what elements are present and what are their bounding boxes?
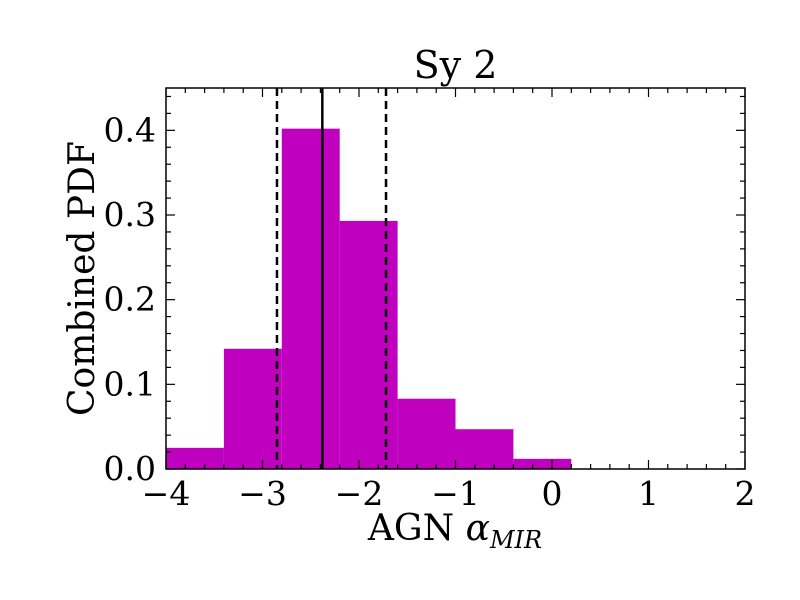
x-tick-label: 0	[542, 474, 563, 513]
chart-title: Sy 2	[414, 43, 498, 87]
histogram-bar	[223, 348, 282, 469]
histogram-bars	[166, 128, 572, 469]
x-tick-labels: −4 −3 −2 −1 0 1 2	[142, 474, 756, 513]
x-axis-label-prefix: AGN	[367, 508, 466, 549]
y-tick-label: 0.1	[104, 364, 156, 403]
histogram-bar	[455, 429, 514, 469]
x-tick-label: −1	[431, 474, 480, 513]
reference-lines	[275, 88, 388, 469]
histogram-bar	[513, 458, 572, 469]
y-axis-label: Combined PDF	[62, 141, 103, 416]
y-tick-label: 0.3	[104, 195, 156, 234]
plot-frame	[165, 87, 746, 470]
x-tick-label: 1	[638, 474, 659, 513]
x-tick-label: 2	[735, 474, 756, 513]
axis-ticks	[165, 88, 746, 470]
y-tick-label: 0.4	[104, 110, 156, 149]
histogram-bar	[281, 128, 340, 469]
x-tick-label: −3	[238, 474, 287, 513]
x-axis-label-subscript: MIR	[489, 526, 542, 554]
histogram-bar	[397, 398, 456, 469]
x-axis-label: AGN αMIR	[367, 508, 542, 554]
y-tick-label: 0.2	[104, 280, 156, 319]
y-tick-labels: 0.0 0.1 0.2 0.3 0.4	[104, 110, 156, 488]
x-tick-label: −2	[335, 474, 384, 513]
histogram-bar	[339, 220, 398, 469]
y-tick-label: 0.0	[104, 449, 156, 488]
x-tick-label: −4	[142, 474, 191, 513]
x-axis-label-symbol: α	[466, 508, 490, 549]
histogram-bar	[166, 447, 224, 469]
